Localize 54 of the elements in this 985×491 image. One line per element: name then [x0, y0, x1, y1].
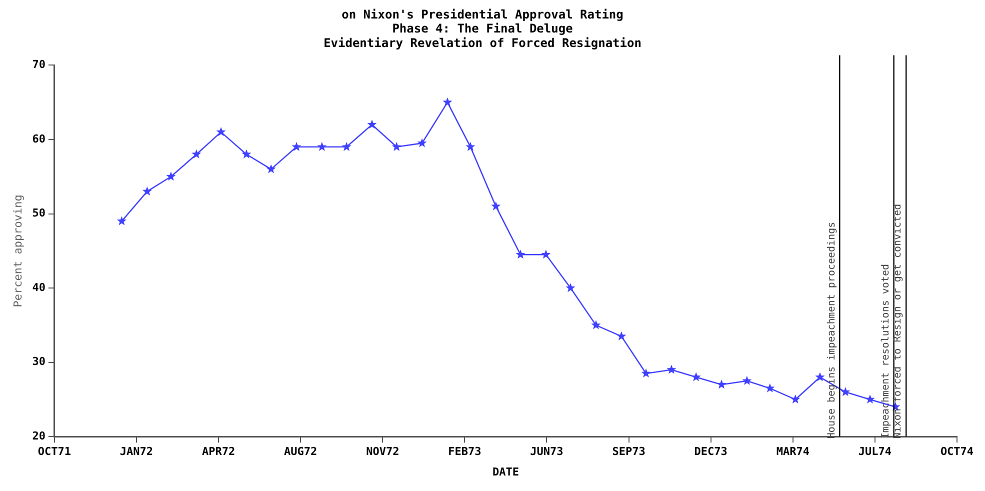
point — [616, 331, 626, 340]
point — [716, 380, 726, 389]
x-tick-label: FEB73 — [448, 445, 482, 458]
y-tick-label: 30 — [32, 355, 46, 368]
point — [166, 172, 176, 181]
point — [342, 142, 352, 151]
x-tick-label: JUL74 — [858, 445, 892, 458]
point — [417, 138, 427, 148]
point — [216, 127, 226, 136]
y-tick-label: 40 — [32, 280, 46, 294]
x-tick-label: JUN73 — [530, 445, 564, 458]
point — [765, 383, 775, 392]
point — [516, 250, 526, 259]
point — [666, 364, 676, 374]
x-axis-title: DATE — [492, 465, 519, 478]
x-tick-label: APR72 — [202, 445, 236, 458]
point — [442, 97, 452, 106]
point — [142, 186, 152, 196]
x-tick-label: AUG72 — [284, 445, 318, 458]
point — [392, 142, 402, 151]
y-tick-label: 20 — [32, 429, 46, 442]
point — [367, 120, 377, 129]
point — [192, 149, 202, 158]
point — [266, 164, 276, 174]
point — [691, 372, 701, 382]
point — [865, 394, 875, 404]
point — [242, 149, 252, 158]
point — [591, 320, 601, 330]
point — [317, 142, 327, 151]
point — [566, 283, 576, 292]
x-tick-label: MAR74 — [776, 445, 810, 458]
ref-line-label: House begins impeachment proceedings — [826, 222, 838, 439]
y-axis-title: Percent approving — [11, 194, 24, 308]
x-tick-label: DEC73 — [694, 445, 728, 458]
ref-line-label: Impeachment resolutions voted — [880, 264, 892, 439]
x-tick-label: JAN72 — [120, 445, 154, 458]
y-tick-label: 70 — [32, 58, 46, 72]
point — [292, 142, 302, 151]
point — [742, 376, 752, 385]
y-tick-label: 50 — [32, 206, 46, 220]
point — [491, 201, 501, 210]
x-tick-label: OCT74 — [940, 445, 974, 458]
x-tick-label: SEP73 — [612, 445, 646, 458]
point — [541, 250, 551, 259]
chart-title: on Nixon's Presidential Approval Rating Phase 4: The Final Deluge Evidentiary Revelation of Forced Resignation — [324, 7, 642, 50]
x-tick-label: NOV72 — [366, 445, 400, 458]
point — [790, 394, 800, 404]
point — [641, 368, 651, 378]
point — [116, 216, 126, 226]
y-tick-label: 60 — [32, 132, 46, 146]
point — [815, 372, 825, 382]
x-tick-label: OCT71 — [38, 445, 72, 458]
point — [840, 387, 850, 396]
point — [466, 142, 476, 151]
